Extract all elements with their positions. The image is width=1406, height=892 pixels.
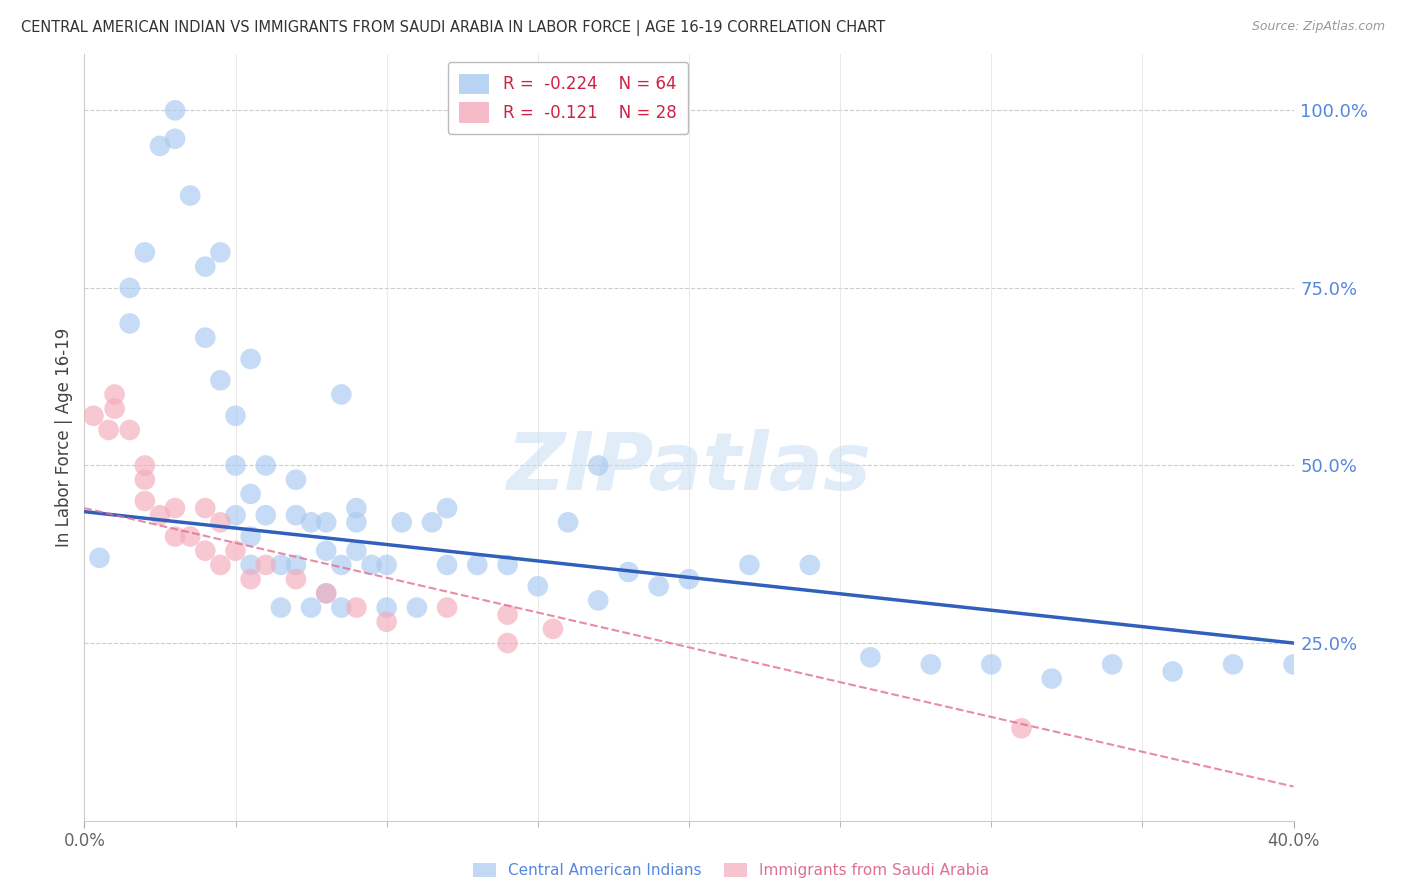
Point [496, 558, 519, 572]
Point [859, 650, 882, 665]
Point [346, 516, 368, 530]
Point [588, 593, 610, 607]
Point [239, 529, 262, 543]
Point [496, 636, 519, 650]
Text: CENTRAL AMERICAN INDIAN VS IMMIGRANTS FROM SAUDI ARABIA IN LABOR FORCE | AGE 16-: CENTRAL AMERICAN INDIAN VS IMMIGRANTS FR… [21, 20, 886, 36]
Point [209, 373, 232, 387]
Point [346, 600, 368, 615]
Point [97, 423, 120, 437]
Point [1222, 657, 1244, 672]
Point [89, 550, 111, 565]
Point [557, 516, 579, 530]
Point [270, 558, 292, 572]
Point [104, 401, 127, 416]
Point [920, 657, 942, 672]
Point [225, 458, 247, 473]
Point [194, 543, 217, 558]
Point [330, 600, 353, 615]
Point [104, 387, 127, 401]
Point [179, 529, 201, 543]
Point [588, 458, 610, 473]
Point [149, 139, 172, 153]
Point [134, 473, 156, 487]
Point [375, 600, 398, 615]
Point [1282, 657, 1305, 672]
Point [346, 543, 368, 558]
Point [436, 558, 458, 572]
Point [165, 132, 187, 146]
Point [375, 615, 398, 629]
Point [118, 317, 141, 331]
Point [82, 409, 104, 423]
Point [270, 600, 292, 615]
Point [165, 501, 187, 516]
Point [225, 508, 247, 523]
Point [239, 572, 262, 586]
Point [436, 600, 458, 615]
Point [118, 423, 141, 437]
Point [165, 103, 187, 118]
Point [527, 579, 550, 593]
Point [118, 281, 141, 295]
Point [134, 458, 156, 473]
Point [315, 586, 337, 600]
Legend: Central American Indians, Immigrants from Saudi Arabia: Central American Indians, Immigrants fro… [467, 857, 995, 884]
Point [541, 622, 564, 636]
Point [330, 558, 353, 572]
Point [134, 494, 156, 508]
Point [285, 558, 308, 572]
Point [1011, 721, 1033, 735]
Point [299, 600, 322, 615]
Point [1040, 672, 1063, 686]
Point [315, 586, 337, 600]
Point [285, 473, 308, 487]
Point [375, 558, 398, 572]
Point [346, 501, 368, 516]
Point [496, 607, 519, 622]
Text: ZIPatlas: ZIPatlas [506, 429, 872, 507]
Point [239, 558, 262, 572]
Point [738, 558, 761, 572]
Point [149, 508, 172, 523]
Point [285, 572, 308, 586]
Point [617, 565, 640, 579]
Point [209, 558, 232, 572]
Point [299, 516, 322, 530]
Point [209, 516, 232, 530]
Point [239, 487, 262, 501]
Point [194, 260, 217, 274]
Point [315, 516, 337, 530]
Point [678, 572, 700, 586]
Point [391, 516, 413, 530]
Point [406, 600, 429, 615]
Point [360, 558, 382, 572]
Point [330, 387, 353, 401]
Point [436, 501, 458, 516]
Legend: R =  -0.224    N = 64, R =  -0.121    N = 28: R = -0.224 N = 64, R = -0.121 N = 28 [449, 62, 688, 134]
Point [165, 529, 187, 543]
Point [179, 188, 201, 202]
Point [799, 558, 821, 572]
Point [194, 331, 217, 345]
Point [285, 508, 308, 523]
Y-axis label: In Labor Force | Age 16-19: In Labor Force | Age 16-19 [55, 327, 73, 547]
Point [194, 501, 217, 516]
Point [315, 543, 337, 558]
Point [1161, 665, 1184, 679]
Point [225, 409, 247, 423]
Point [254, 558, 277, 572]
Point [1101, 657, 1123, 672]
Point [209, 245, 232, 260]
Point [420, 516, 443, 530]
Point [980, 657, 1002, 672]
Point [254, 508, 277, 523]
Point [467, 558, 489, 572]
Text: Source: ZipAtlas.com: Source: ZipAtlas.com [1251, 20, 1385, 33]
Point [254, 458, 277, 473]
Point [648, 579, 671, 593]
Point [239, 351, 262, 366]
Point [225, 543, 247, 558]
Point [134, 245, 156, 260]
